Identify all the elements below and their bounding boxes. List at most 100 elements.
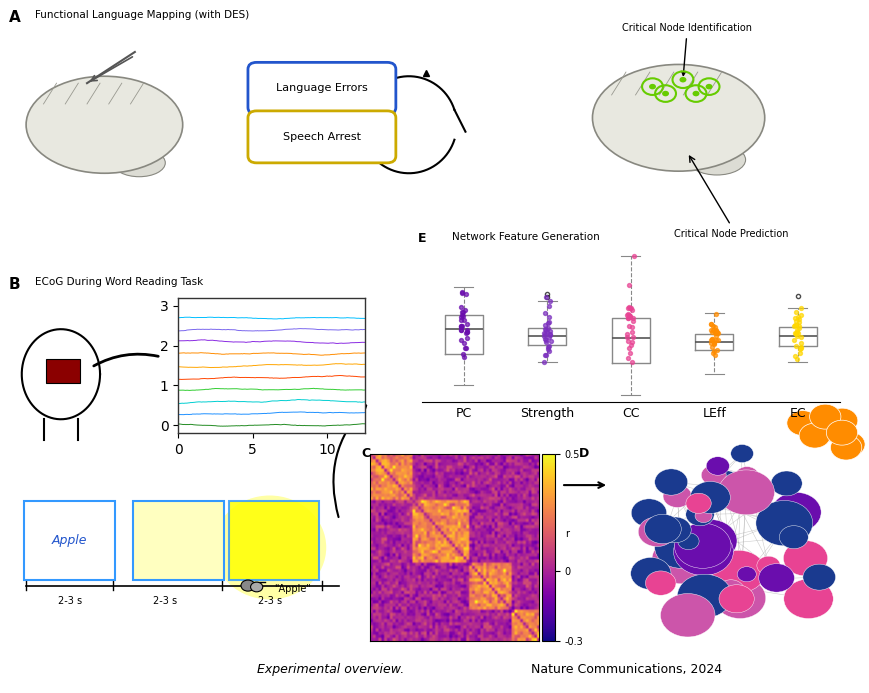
Point bbox=[708, 335, 722, 346]
Point bbox=[454, 320, 468, 331]
Point bbox=[454, 320, 468, 331]
Point bbox=[542, 329, 556, 340]
Circle shape bbox=[677, 533, 699, 550]
Point bbox=[706, 320, 720, 331]
Ellipse shape bbox=[213, 495, 326, 599]
Point bbox=[455, 307, 469, 318]
Circle shape bbox=[779, 509, 801, 526]
Point bbox=[792, 347, 806, 358]
Point bbox=[620, 313, 634, 324]
Point bbox=[705, 347, 719, 358]
Point bbox=[541, 301, 555, 312]
Point bbox=[542, 328, 556, 340]
FancyBboxPatch shape bbox=[229, 501, 319, 580]
Point bbox=[621, 310, 635, 321]
Point bbox=[623, 302, 637, 313]
Point bbox=[791, 320, 805, 331]
Point bbox=[537, 349, 551, 360]
Point bbox=[710, 327, 724, 338]
Point bbox=[620, 302, 634, 313]
Point bbox=[793, 309, 807, 320]
Point bbox=[537, 328, 551, 339]
Text: E: E bbox=[417, 232, 426, 245]
Point bbox=[792, 343, 806, 354]
Ellipse shape bbox=[26, 76, 182, 173]
Circle shape bbox=[679, 77, 686, 82]
Circle shape bbox=[786, 410, 817, 435]
Point bbox=[543, 296, 557, 307]
Point bbox=[622, 348, 636, 359]
Point bbox=[457, 337, 471, 349]
Circle shape bbox=[645, 571, 675, 595]
Circle shape bbox=[826, 420, 857, 445]
Point bbox=[707, 321, 721, 332]
Circle shape bbox=[736, 567, 755, 582]
Text: "Apple": "Apple" bbox=[274, 584, 310, 593]
Point bbox=[541, 311, 555, 322]
Point bbox=[537, 324, 551, 335]
FancyBboxPatch shape bbox=[46, 359, 80, 383]
Circle shape bbox=[712, 550, 765, 593]
Point bbox=[786, 313, 800, 324]
Point bbox=[705, 333, 719, 344]
Circle shape bbox=[783, 579, 833, 619]
Point bbox=[707, 349, 721, 360]
Point bbox=[624, 340, 638, 351]
Circle shape bbox=[734, 466, 758, 485]
Circle shape bbox=[717, 580, 744, 602]
Point bbox=[622, 303, 636, 314]
Point bbox=[790, 327, 804, 338]
Point bbox=[540, 327, 554, 338]
Point bbox=[460, 326, 474, 337]
Point bbox=[790, 311, 804, 322]
Point bbox=[455, 310, 469, 322]
Circle shape bbox=[654, 527, 706, 568]
Text: C: C bbox=[361, 447, 369, 460]
Circle shape bbox=[809, 404, 840, 429]
Point bbox=[626, 331, 640, 342]
Point bbox=[457, 342, 471, 353]
Circle shape bbox=[782, 541, 826, 576]
Point bbox=[454, 287, 468, 298]
Point bbox=[620, 335, 634, 346]
Circle shape bbox=[718, 585, 753, 613]
Point bbox=[620, 308, 634, 319]
Point bbox=[455, 348, 469, 359]
Point bbox=[788, 319, 802, 331]
Point bbox=[793, 342, 807, 353]
Point bbox=[787, 350, 801, 361]
Point bbox=[710, 327, 724, 338]
Point bbox=[786, 321, 800, 332]
Point bbox=[787, 320, 801, 331]
Circle shape bbox=[654, 469, 687, 495]
Point bbox=[792, 322, 806, 333]
Circle shape bbox=[630, 557, 670, 590]
Ellipse shape bbox=[592, 64, 764, 171]
Point bbox=[460, 319, 474, 330]
Point bbox=[789, 327, 803, 338]
Point bbox=[454, 320, 468, 331]
Text: Critical Node Prediction: Critical Node Prediction bbox=[673, 229, 787, 238]
Circle shape bbox=[683, 520, 736, 562]
Point bbox=[459, 342, 473, 353]
Point bbox=[543, 336, 557, 347]
Text: D: D bbox=[578, 447, 588, 460]
Circle shape bbox=[660, 593, 714, 637]
Circle shape bbox=[730, 444, 753, 463]
Point bbox=[624, 321, 638, 332]
Point bbox=[460, 333, 474, 344]
Point bbox=[624, 357, 638, 368]
Point bbox=[454, 335, 468, 346]
Point bbox=[536, 331, 550, 342]
Point bbox=[539, 324, 553, 335]
Point bbox=[787, 328, 801, 339]
Circle shape bbox=[700, 465, 726, 485]
Point bbox=[786, 334, 800, 345]
Circle shape bbox=[666, 537, 693, 559]
Point bbox=[706, 346, 720, 357]
Point bbox=[538, 329, 552, 340]
Point bbox=[621, 321, 635, 332]
Point bbox=[460, 326, 474, 337]
Point bbox=[541, 317, 555, 328]
Point bbox=[620, 310, 634, 321]
